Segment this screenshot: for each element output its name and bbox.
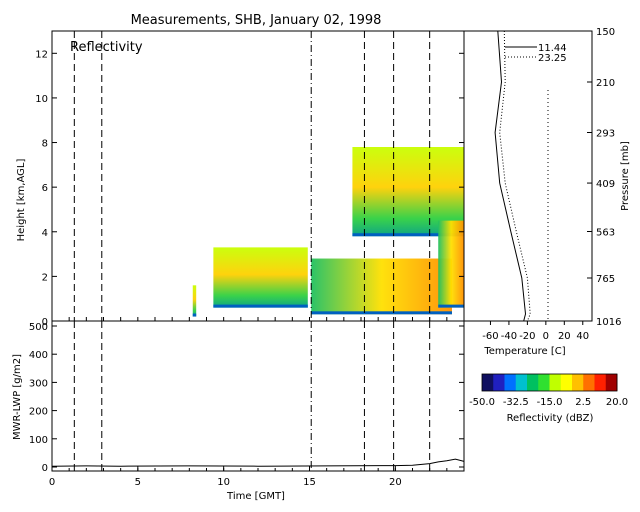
colorbar-swatch: [549, 374, 562, 391]
time-tick-label: 0: [49, 477, 55, 488]
colorbar-swatch: [515, 374, 528, 391]
time-ticks: 0 5 10 15 20: [49, 317, 465, 488]
colorbar-swatch: [527, 374, 539, 391]
sounding-series-1: [494, 30, 527, 322]
pressure-tick-label: 765: [596, 274, 615, 285]
pressure-axis-label: Pressure [mb]: [620, 141, 631, 211]
legend-dotted-label: 23.25: [538, 53, 567, 64]
pressure-tick-label: 409: [596, 179, 615, 190]
lwp-axis-label: MWR-LWP [g/m2]: [12, 354, 23, 440]
colorbar-swatch: [594, 374, 607, 391]
temperature-tick-label: 0: [543, 331, 549, 342]
colorbar-tick-label: 20.0: [606, 397, 628, 408]
lwp-dashed-lines: [73, 321, 431, 471]
lwp-ticks: 0 100 200 300 400 500: [29, 322, 464, 474]
time-axis-label: Time [GMT]: [226, 491, 285, 502]
lwp-frame: [51, 320, 465, 472]
lwp-panel: 0 100 200 300 400 500 0 5 10 15 20 MWR-LWP [g/m2]…: [12, 317, 465, 502]
height-tick-label: 12: [35, 49, 48, 60]
temperature-tick-label: -20: [519, 331, 535, 342]
height-axis-label: Height [km,AGL]: [16, 159, 27, 242]
colorbar-swatch: [493, 374, 505, 391]
colorbar-label: Reflectivity (dBZ): [507, 413, 594, 424]
colorbar-swatches: [482, 374, 618, 391]
echo-base-3: [311, 311, 452, 315]
colorbar-swatch: [605, 374, 618, 391]
temperature-axis-label: Temperature [C]: [483, 346, 565, 357]
temperature-tick-label: 40: [576, 331, 589, 342]
colorbar-swatch: [583, 374, 595, 391]
temperature-tick-label: 20: [558, 331, 571, 342]
height-tick-label: 8: [42, 139, 48, 150]
echo-region-3: [311, 258, 452, 315]
pressure-tick-label: 563: [596, 228, 615, 239]
height-tick-label: 2: [42, 272, 48, 283]
legend-solid-label: 11.44: [538, 43, 567, 54]
reflectivity-echoes: [192, 147, 464, 317]
lwp-tick-label: 300: [29, 378, 48, 389]
colorbar-swatch: [504, 374, 517, 391]
height-tick-label: 0: [42, 317, 48, 328]
sounding-series-2: [499, 30, 531, 322]
sounding-panel: 11.44 23.25 150 210 293 409 563 765 1016 Press…: [463, 27, 631, 357]
colorbar-tick-label: -15.0: [537, 397, 563, 408]
echo-region-5: [438, 220, 464, 308]
time-tick-label: 5: [135, 477, 141, 488]
temperature-tick-label: -40: [501, 331, 517, 342]
sounding-frame: [463, 30, 593, 322]
colorbar-swatch: [560, 374, 573, 391]
colorbar-frame: [481, 373, 618, 392]
lwp-tick-label: 400: [29, 350, 48, 361]
lwp-series: [51, 458, 465, 467]
reflectivity-dashed-lines: [73, 31, 431, 321]
echo-base-5: [438, 304, 464, 308]
time-tick-label: 10: [217, 477, 230, 488]
time-tick-label: 20: [389, 477, 402, 488]
colorbar-tick-label: 2.5: [575, 397, 591, 408]
echo-base-2: [213, 304, 308, 308]
pressure-tick-label: 1016: [596, 317, 621, 328]
colorbar-swatch: [482, 374, 494, 391]
lwp-tick-label: 100: [29, 435, 48, 446]
height-tick-label: 4: [42, 228, 48, 239]
colorbar-tick-label: -32.5: [503, 397, 529, 408]
pressure-tick-label: 210: [596, 78, 615, 89]
lwp-tick-label: 0: [42, 463, 48, 474]
echo-region-2: [213, 247, 308, 308]
echo-base-4: [352, 233, 464, 237]
colorbar-tick-label: -50.0: [469, 397, 495, 408]
lwp-tick-label: 500: [29, 322, 48, 333]
time-tick-label: 15: [303, 477, 316, 488]
temperature-ticks: -60 -40 -20 0 20 40: [482, 321, 589, 342]
pressure-tick-label: 293: [596, 128, 615, 139]
lwp-tick-label: 200: [29, 407, 48, 418]
colorbar-swatch: [572, 374, 584, 391]
colorbar-swatch: [538, 374, 550, 391]
reflectivity-label: Reflectivity: [70, 40, 143, 55]
colorbar: -50.0 -32.5 -15.0 2.5 20.0 Reflectivity (dBZ…: [469, 373, 628, 424]
height-tick-label: 10: [35, 94, 48, 105]
pressure-tick-label: 150: [596, 27, 615, 38]
height-ticks: 0 2 4 6 8 10 12: [35, 49, 464, 328]
colorbar-ticks: -50.0 -32.5 -15.0 2.5 20.0: [469, 397, 628, 408]
pressure-ticks: 150 210 293 409 563 765 1016: [587, 27, 621, 328]
reflectivity-panel: Reflectivity Height [km,AGL] 0 2 4 6 8 10 12: [16, 30, 465, 328]
echo-base-1: [192, 313, 197, 317]
echo-region-1: [192, 285, 197, 317]
chart-title: Measurements, SHB, January 02, 1998: [131, 13, 382, 28]
height-tick-label: 6: [42, 183, 48, 194]
temperature-tick-label: -60: [482, 331, 498, 342]
